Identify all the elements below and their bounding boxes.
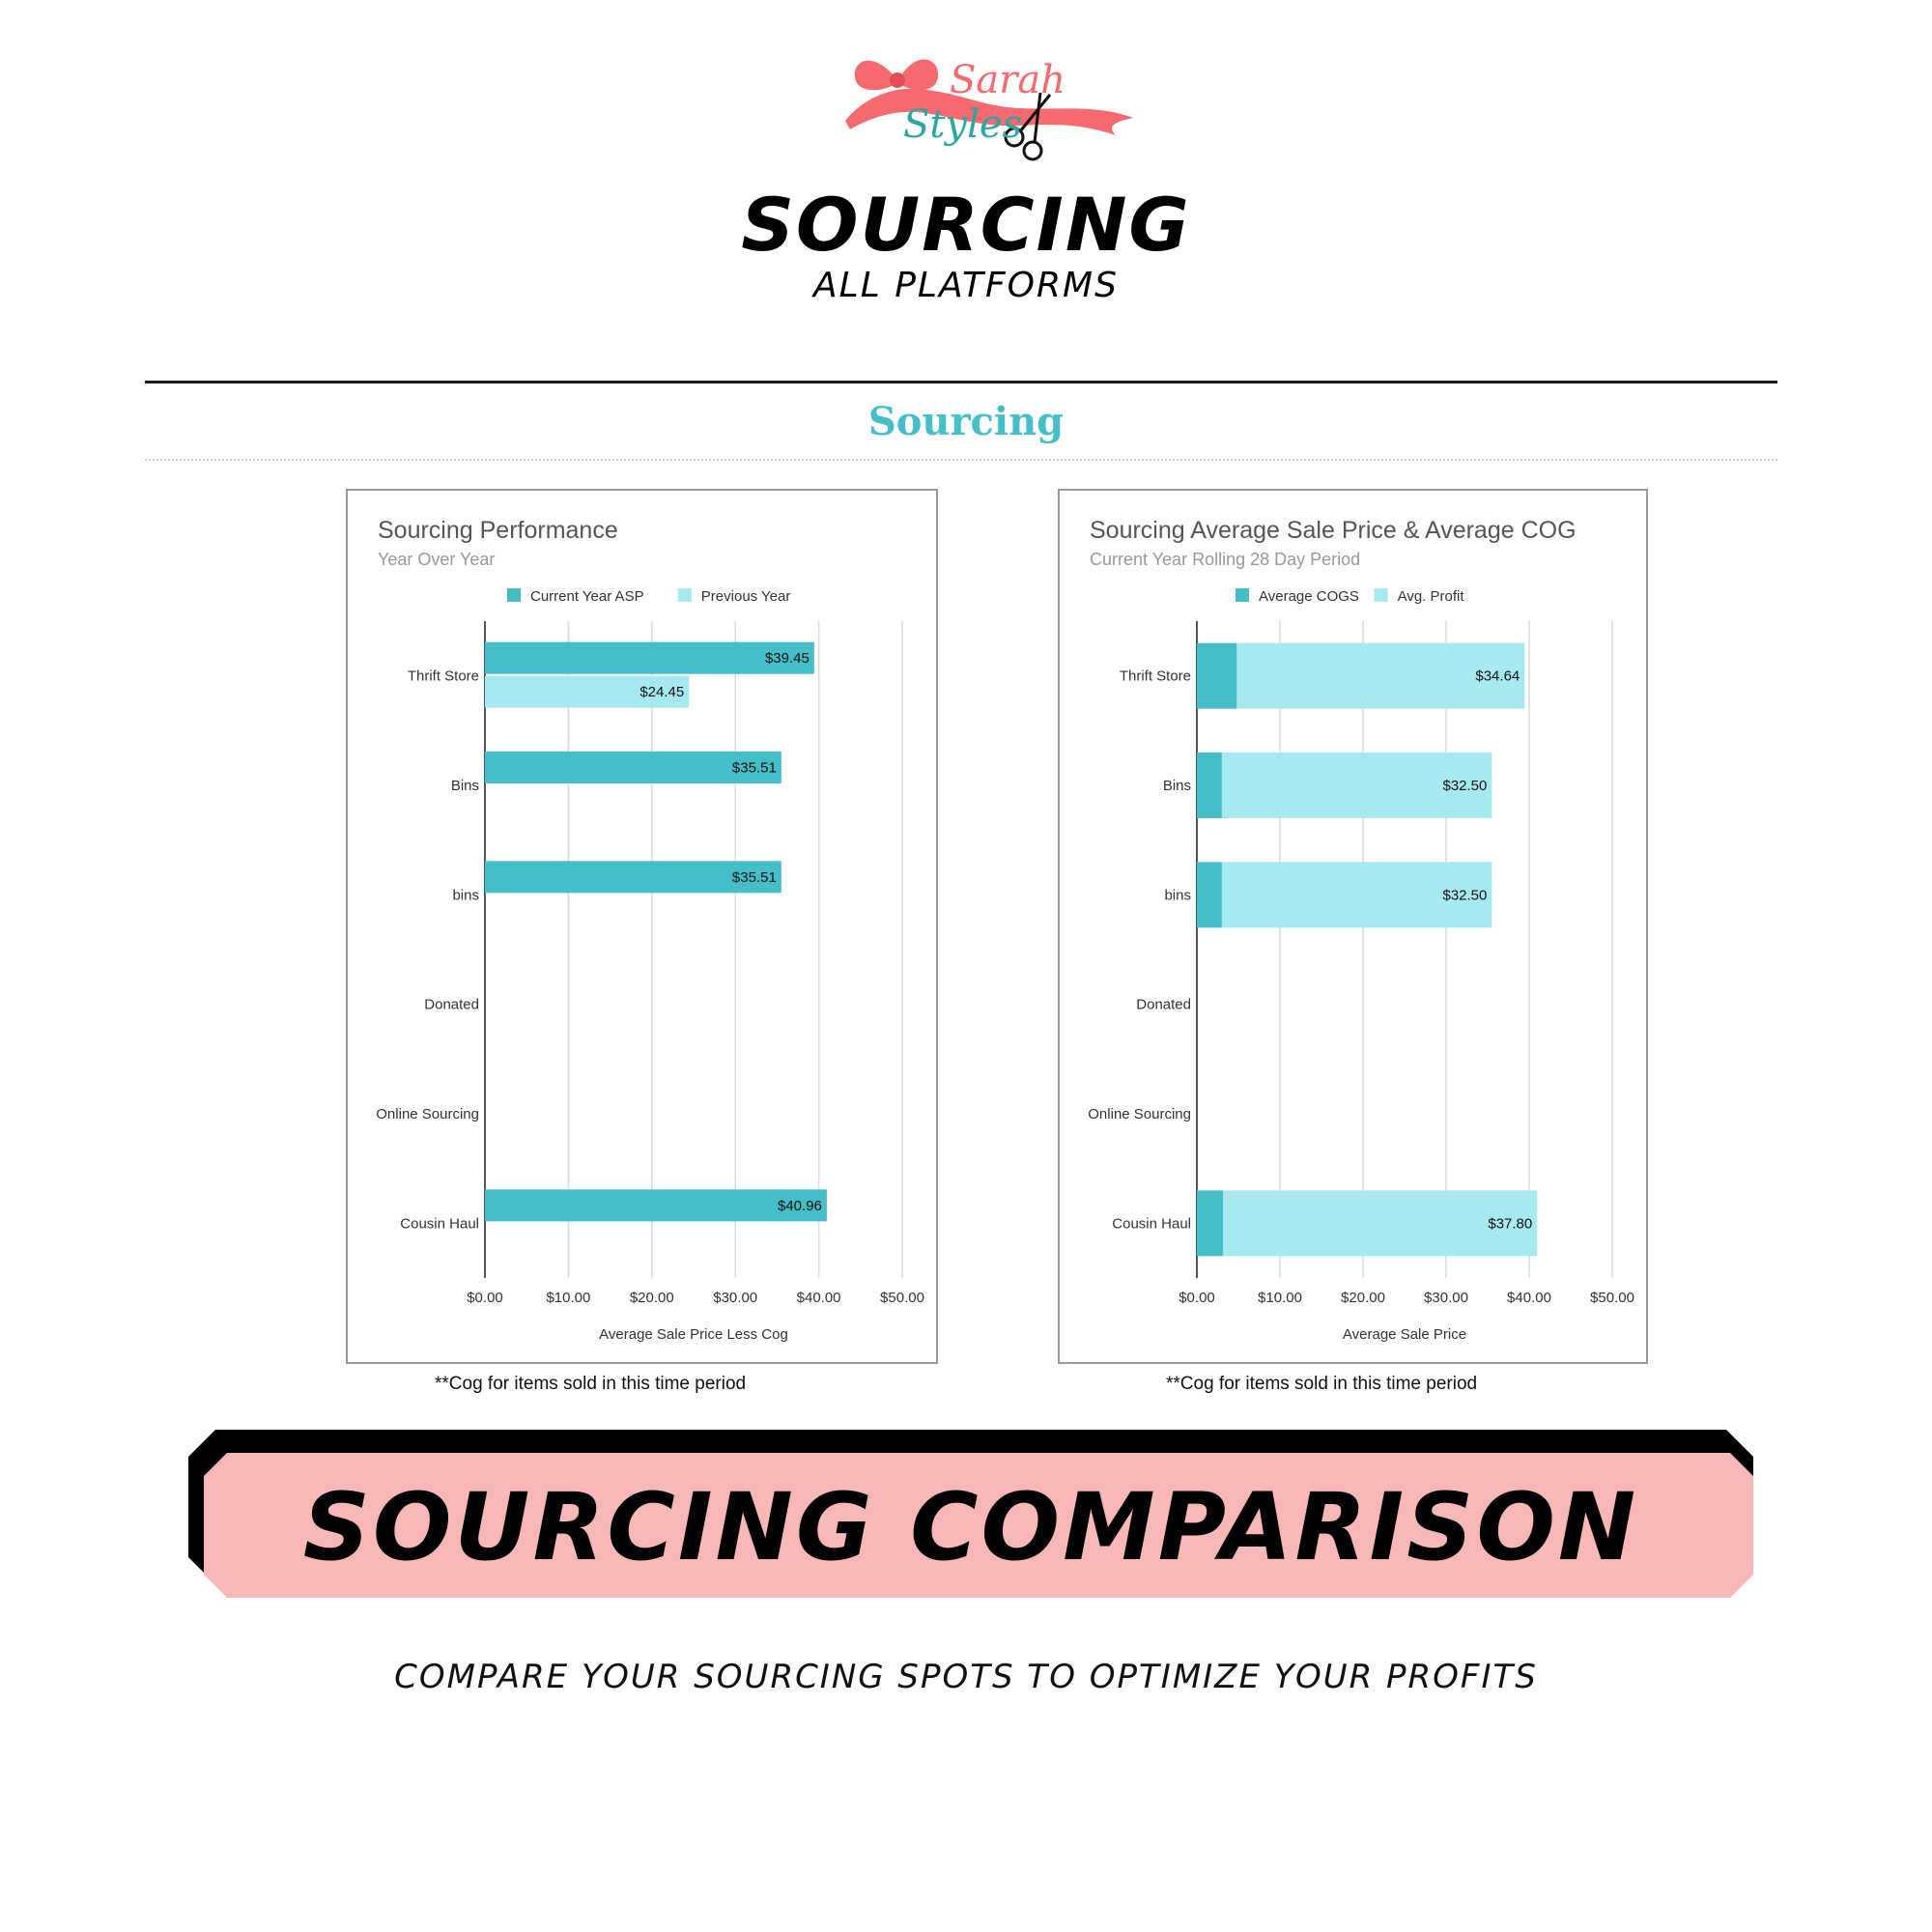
data-label: $34.64	[1475, 668, 1520, 685]
chart-asp-cog: Sourcing Average Sale Price & Average CO…	[1088, 517, 1634, 1343]
legend-swatch-0	[507, 588, 521, 602]
category-label: Cousin Haul	[1112, 1215, 1191, 1232]
bar	[1221, 862, 1492, 928]
legend-label-0: Current Year ASP	[530, 588, 644, 605]
section-divider	[145, 459, 1777, 461]
x-tick-label: $20.00	[1341, 1290, 1385, 1306]
bar	[485, 675, 690, 708]
x-tick-label: $40.00	[1507, 1290, 1551, 1306]
chart-subtitle: Current Year Rolling 28 Day Period	[1090, 550, 1360, 569]
chart-title: Sourcing Average Sale Price & Average CO…	[1090, 517, 1577, 544]
x-axis-title: Average Sale Price	[1343, 1326, 1466, 1343]
legend-label-0: Average COGS	[1259, 588, 1359, 605]
category-label: Donated	[1136, 997, 1191, 1013]
data-label: $35.51	[732, 760, 777, 777]
bar	[1197, 753, 1222, 818]
x-axis-title: Average Sale Price Less Cog	[599, 1326, 788, 1343]
data-label: $37.80	[1488, 1215, 1532, 1232]
header-divider	[145, 381, 1777, 384]
x-tick-label: $40.00	[797, 1290, 841, 1306]
x-tick-label: $50.00	[1590, 1290, 1634, 1306]
bar	[1197, 1190, 1224, 1257]
x-tick-label: $50.00	[880, 1290, 924, 1306]
category-label: Cousin Haul	[400, 1215, 479, 1232]
page-subtitle: ALL PLATFORMS	[813, 266, 1119, 305]
x-tick-label: $0.00	[467, 1290, 503, 1306]
comparison-banner: SOURCING COMPARISON	[188, 1430, 1753, 1604]
category-label: Online Sourcing	[1088, 1106, 1191, 1122]
x-tick-label: $0.00	[1179, 1290, 1215, 1306]
chart-title: Sourcing Performance	[378, 517, 618, 544]
data-label: $32.50	[1442, 778, 1487, 794]
sarah-styles-logo: Sarah Styles	[845, 58, 1133, 161]
x-tick-label: $30.00	[1424, 1290, 1468, 1306]
chart-footnote-right: **Cog for items sold in this time period	[1166, 1374, 1478, 1394]
bar	[485, 752, 781, 783]
ribbon-shape	[845, 88, 1133, 135]
data-label: $35.51	[732, 869, 777, 886]
x-tick-label: $10.00	[546, 1290, 590, 1306]
scissors-icon	[1004, 92, 1052, 161]
x-tick-label: $30.00	[713, 1290, 757, 1306]
banner-fill	[204, 1453, 1753, 1598]
tagline: COMPARE YOUR SOURCING SPOTS TO OPTIMIZE …	[394, 1658, 1538, 1696]
category-label: bins	[452, 887, 479, 903]
bar	[485, 861, 781, 894]
data-label: $32.50	[1442, 887, 1487, 903]
bar	[485, 641, 814, 674]
page-title: SOURCING	[741, 182, 1191, 268]
legend-label-1: Previous Year	[701, 588, 791, 605]
logo-text-styles: Styles	[903, 102, 1022, 147]
x-tick-label: $20.00	[630, 1290, 674, 1306]
category-label: Donated	[424, 997, 479, 1013]
category-label: Bins	[1163, 778, 1191, 794]
category-label: Thrift Store	[1120, 668, 1191, 685]
legend-swatch-0	[1236, 588, 1249, 602]
logo-text-sarah: Sarah	[950, 58, 1065, 102]
chart-subtitle: Year Over Year	[378, 550, 495, 569]
legend-swatch-1	[677, 588, 692, 602]
bar	[485, 1189, 827, 1222]
chart-panel-asp-cog: Sourcing Average Sale Price & Average CO…	[1058, 489, 1648, 1364]
chart-panel-sourcing-performance: Sourcing Performance Year Over Year Curren…	[346, 489, 938, 1364]
data-label: $24.45	[639, 684, 684, 700]
bar	[1197, 642, 1237, 709]
legend-swatch-1	[1374, 588, 1388, 602]
legend-label-1: Avg. Profit	[1398, 588, 1465, 605]
category-label: Online Sourcing	[376, 1106, 479, 1122]
section-heading: Sourcing	[867, 399, 1065, 444]
bar	[1197, 862, 1222, 928]
chart-sourcing-performance: Sourcing Performance Year Over Year Curren…	[376, 517, 924, 1343]
category-label: Thrift Store	[408, 668, 479, 685]
bar	[1223, 1190, 1538, 1257]
bar	[1236, 642, 1525, 709]
bow-shape	[854, 59, 939, 91]
banner-title: SOURCING COMPARISON	[302, 1473, 1639, 1581]
data-label: $40.96	[778, 1198, 822, 1214]
chart-footnote-left: **Cog for items sold in this time period	[435, 1374, 747, 1394]
x-tick-label: $10.00	[1258, 1290, 1302, 1306]
data-label: $39.45	[765, 650, 810, 667]
category-label: bins	[1164, 887, 1191, 903]
category-label: Bins	[451, 778, 479, 794]
bar	[1221, 753, 1492, 818]
